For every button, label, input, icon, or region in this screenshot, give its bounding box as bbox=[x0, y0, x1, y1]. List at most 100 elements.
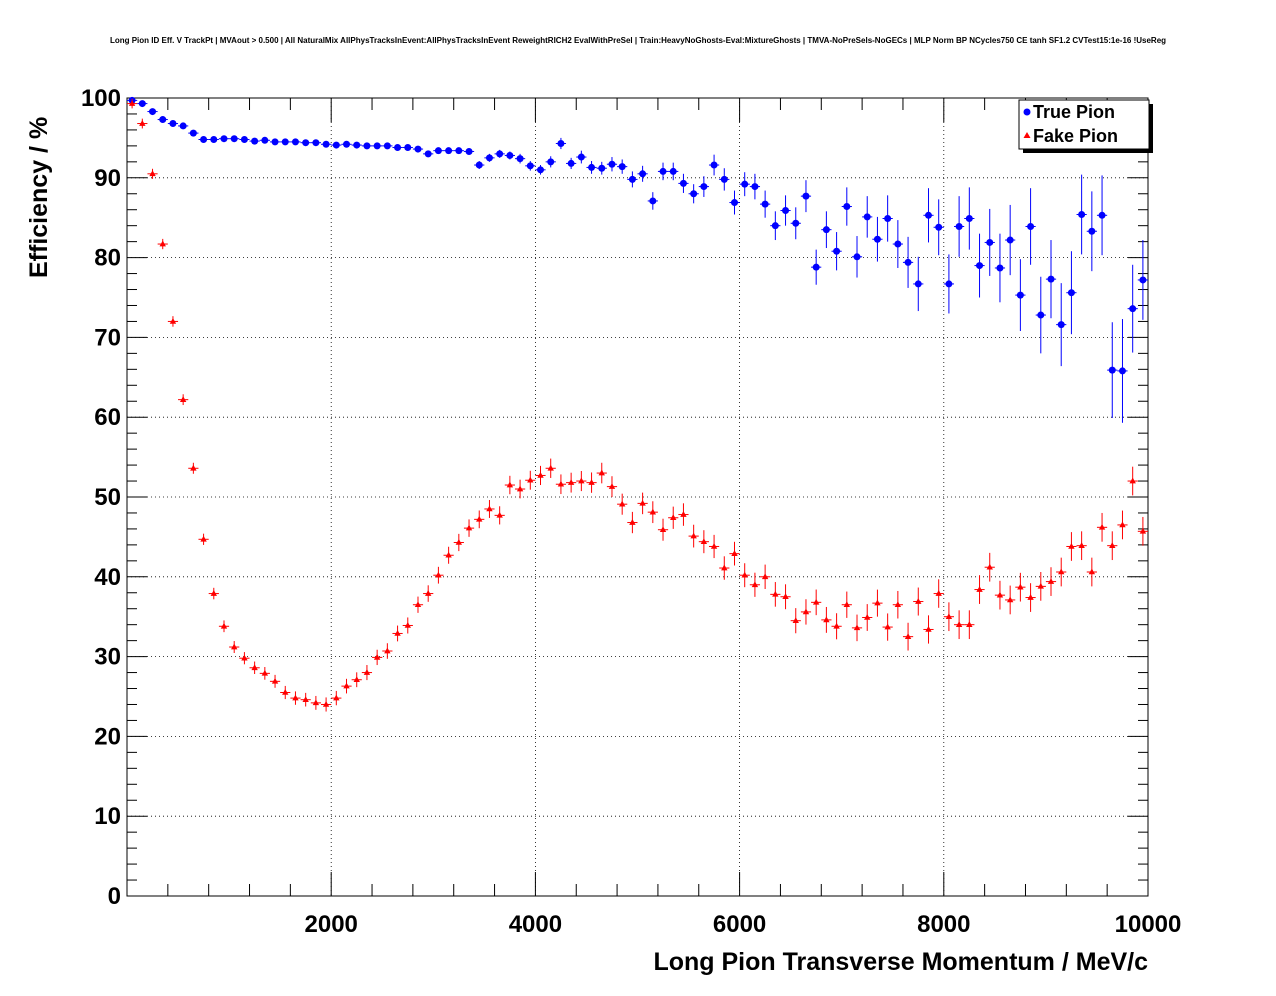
data-point-fake-pion bbox=[812, 598, 820, 605]
series-fake-pion bbox=[127, 98, 1148, 712]
data-point-fake-pion bbox=[312, 699, 320, 706]
data-point-true-pion bbox=[373, 142, 381, 150]
data-point-fake-pion bbox=[853, 624, 861, 631]
data-point-fake-pion bbox=[373, 653, 381, 660]
data-point-true-pion bbox=[822, 226, 830, 234]
data-point-fake-pion bbox=[465, 524, 473, 531]
data-point-fake-pion bbox=[670, 514, 677, 521]
data-point-true-pion bbox=[935, 223, 943, 231]
data-point-fake-pion bbox=[292, 694, 299, 701]
data-point-true-pion bbox=[924, 211, 932, 219]
data-point-fake-pion bbox=[925, 625, 932, 632]
data-point-fake-pion bbox=[547, 464, 554, 471]
data-point-fake-pion bbox=[935, 590, 942, 596]
data-point-true-pion bbox=[414, 145, 422, 153]
data-point-true-pion bbox=[1037, 311, 1045, 319]
data-point-fake-pion bbox=[496, 511, 503, 518]
data-point-fake-pion bbox=[455, 538, 463, 545]
data-point-true-pion bbox=[730, 199, 738, 207]
data-point-true-pion bbox=[557, 139, 565, 147]
y-tick-label: 70 bbox=[94, 324, 121, 351]
data-point-fake-pion bbox=[772, 590, 779, 597]
data-point-true-pion bbox=[1057, 321, 1065, 329]
data-point-true-pion bbox=[434, 147, 442, 155]
data-point-fake-pion bbox=[1006, 596, 1014, 603]
data-point-true-pion bbox=[802, 192, 810, 200]
y-tick-label: 40 bbox=[94, 564, 121, 591]
data-point-fake-pion bbox=[792, 617, 799, 623]
y-tick-label: 90 bbox=[94, 165, 121, 192]
data-point-true-pion bbox=[465, 147, 473, 155]
data-point-fake-pion bbox=[1119, 521, 1126, 528]
data-point-fake-pion bbox=[690, 532, 697, 539]
data-point-true-pion bbox=[965, 214, 973, 222]
data-point-fake-pion bbox=[894, 601, 902, 608]
data-point-true-pion bbox=[976, 262, 984, 270]
data-point-fake-pion bbox=[618, 500, 626, 507]
data-point-fake-pion bbox=[1129, 477, 1136, 484]
data-point-true-pion bbox=[863, 213, 871, 221]
data-point-fake-pion bbox=[1037, 582, 1044, 589]
data-point-fake-pion bbox=[139, 120, 146, 126]
data-point-true-pion bbox=[383, 142, 391, 150]
data-point-true-pion bbox=[189, 129, 197, 137]
data-point-fake-pion bbox=[128, 100, 136, 106]
data-point-true-pion bbox=[291, 138, 299, 146]
data-point-fake-pion bbox=[1109, 542, 1116, 548]
y-tick-label: 30 bbox=[94, 644, 121, 671]
data-point-true-pion bbox=[271, 138, 279, 146]
data-point-fake-pion bbox=[782, 593, 789, 600]
data-point-true-pion bbox=[138, 100, 146, 108]
data-point-true-pion bbox=[945, 280, 953, 288]
data-point-fake-pion bbox=[527, 476, 534, 483]
data-point-true-pion bbox=[782, 207, 790, 215]
data-point-fake-pion bbox=[363, 669, 371, 675]
data-point-fake-pion bbox=[1027, 594, 1034, 600]
data-point-true-pion bbox=[1139, 276, 1147, 284]
data-point-true-pion bbox=[1088, 227, 1096, 235]
legend-label-true-pion: True Pion bbox=[1033, 102, 1115, 122]
data-point-true-pion bbox=[1027, 222, 1035, 230]
data-point-true-pion bbox=[1016, 291, 1024, 299]
data-point-true-pion bbox=[700, 183, 708, 191]
data-point-fake-pion bbox=[322, 700, 330, 707]
data-point-true-pion bbox=[1129, 305, 1137, 313]
data-point-true-pion bbox=[424, 150, 432, 158]
data-point-fake-pion bbox=[159, 240, 166, 247]
data-point-true-pion bbox=[179, 122, 187, 130]
data-point-true-pion bbox=[710, 161, 718, 169]
data-point-true-pion bbox=[986, 238, 994, 246]
data-point-fake-pion bbox=[629, 519, 636, 525]
data-point-fake-pion bbox=[864, 613, 871, 620]
data-point-fake-pion bbox=[588, 479, 595, 485]
y-tick-label: 50 bbox=[94, 484, 121, 511]
data-point-fake-pion bbox=[1078, 542, 1085, 548]
data-point-fake-pion bbox=[220, 622, 228, 629]
data-point-fake-pion bbox=[945, 613, 953, 619]
data-point-fake-pion bbox=[1017, 583, 1024, 590]
data-point-true-pion bbox=[363, 142, 371, 150]
data-point-true-pion bbox=[496, 150, 504, 158]
data-point-fake-pion bbox=[996, 591, 1004, 598]
data-point-fake-pion bbox=[1047, 578, 1055, 584]
data-point-fake-pion bbox=[1098, 523, 1106, 530]
data-point-fake-pion bbox=[802, 608, 810, 615]
data-point-true-pion bbox=[904, 258, 912, 266]
data-point-true-pion bbox=[251, 137, 259, 145]
data-point-true-pion bbox=[679, 179, 687, 187]
legend-marker-fake-pion bbox=[1023, 132, 1031, 138]
data-point-fake-pion bbox=[915, 598, 922, 604]
data-point-true-pion bbox=[690, 190, 698, 198]
data-point-fake-pion bbox=[1068, 542, 1075, 549]
data-point-fake-pion bbox=[608, 483, 616, 489]
data-point-fake-pion bbox=[251, 664, 258, 671]
y-tick-label: 100 bbox=[81, 85, 121, 112]
data-point-fake-pion bbox=[261, 669, 269, 676]
data-point-fake-pion bbox=[741, 571, 748, 578]
data-point-true-pion bbox=[843, 203, 851, 211]
data-point-true-pion bbox=[312, 139, 320, 147]
data-point-fake-pion bbox=[282, 689, 289, 695]
data-point-true-pion bbox=[741, 180, 749, 188]
data-point-fake-pion bbox=[557, 480, 565, 487]
